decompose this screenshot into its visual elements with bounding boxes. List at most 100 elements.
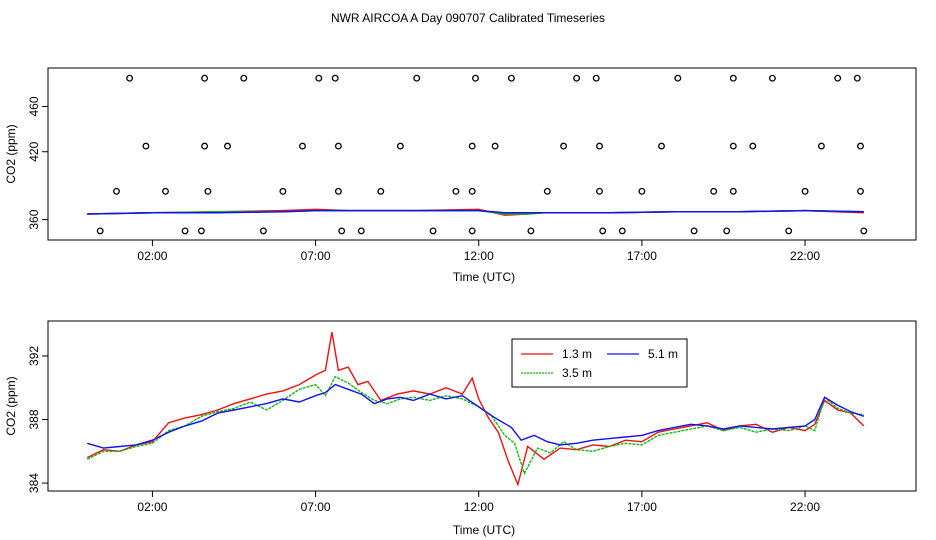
- x-axis-label-top: Time (UTC): [453, 270, 515, 284]
- scatter-point: [201, 74, 209, 82]
- scatter-point: [853, 74, 861, 82]
- series-line-bottom-5-1-m: [87, 383, 865, 449]
- x-tick-label: 12:00: [464, 500, 494, 514]
- series-layer-top: [87, 208, 864, 216]
- scatter-point: [468, 227, 476, 235]
- series-line-bottom-1-3-m: [86, 331, 865, 487]
- x-tick-label: 02:00: [137, 500, 167, 514]
- x-tick-label: 02:00: [137, 249, 167, 263]
- scatter-point: [413, 74, 421, 82]
- x-axis-bottom: 02:00 07:00 12:00 17:00 22:00: [137, 491, 820, 514]
- plot-frame-top: [47, 67, 917, 241]
- legend-label-1-3m: 1.3 m: [562, 347, 592, 361]
- scatter-point: [240, 74, 248, 82]
- scatter-point: [126, 74, 134, 82]
- scatter-point: [573, 74, 581, 82]
- y-tick-label: 388: [27, 409, 41, 429]
- scatter-point: [768, 74, 776, 82]
- scatter-point: [334, 187, 342, 195]
- scatter-point: [723, 227, 731, 235]
- y-axis-top: 360 420 460: [27, 96, 48, 230]
- scatter-point: [204, 187, 212, 195]
- x-tick-label: 22:00: [790, 500, 820, 514]
- scatter-point: [96, 227, 104, 235]
- scatter-point: [834, 74, 842, 82]
- scatter-point: [710, 187, 718, 195]
- scatter-point: [472, 74, 479, 82]
- x-tick-label: 17:00: [627, 500, 657, 514]
- scatter-point: [491, 142, 499, 150]
- scatter-point: [690, 227, 698, 235]
- scatter-point: [543, 187, 551, 195]
- y-axis-label-bottom: CO2 (ppm): [4, 376, 18, 435]
- scatter-point: [560, 142, 568, 150]
- scatter-point: [331, 74, 339, 82]
- legend-box: [511, 338, 688, 388]
- legend: 1.3 m 3.5 m 5.1 m: [511, 338, 688, 388]
- scatter-point: [860, 227, 868, 235]
- scatter-point: [507, 74, 515, 82]
- scatter-layer-top: [96, 74, 868, 235]
- x-tick-label: 07:00: [301, 500, 331, 514]
- scatter-point: [674, 74, 682, 82]
- panel-top: 02:00 07:00 12:00 17:00 22:00 360 420 460 Time…: [4, 67, 917, 284]
- scatter-point: [396, 142, 404, 150]
- scatter-point: [857, 187, 864, 195]
- scatter-point: [181, 227, 189, 235]
- scatter-point: [857, 142, 864, 150]
- scatter-point: [729, 187, 737, 195]
- scatter-point: [113, 187, 120, 195]
- x-tick-label: 12:00: [464, 249, 494, 263]
- x-axis-label-bottom: Time (UTC): [453, 523, 515, 537]
- chart-title: NWR AIRCOA A Day 090707 Calibrated Times…: [331, 11, 605, 25]
- y-axis-label-top: CO2 (ppm): [4, 124, 18, 183]
- scatter-point: [197, 227, 205, 235]
- series-layer-bottom: [86, 331, 865, 487]
- y-tick-label: 392: [27, 346, 41, 366]
- scatter-point: [592, 74, 600, 82]
- y-axis-bottom: 384 388 392: [27, 346, 48, 493]
- scatter-point: [729, 74, 737, 82]
- scatter-point: [618, 227, 626, 235]
- scatter-point: [817, 142, 825, 150]
- scatter-point: [749, 142, 757, 150]
- scatter-point: [315, 74, 323, 82]
- scatter-point: [658, 142, 665, 150]
- scatter-point: [201, 142, 209, 150]
- scatter-point: [468, 142, 476, 150]
- scatter-point: [527, 227, 535, 235]
- scatter-point: [599, 227, 607, 235]
- x-axis-top: 02:00 07:00 12:00 17:00 22:00: [137, 240, 820, 263]
- y-tick-label: 360: [27, 209, 41, 229]
- scatter-point: [299, 142, 306, 150]
- panel-bottom: 02:00 07:00 12:00 17:00 22:00 384 388 392 Time…: [4, 320, 917, 537]
- scatter-point: [334, 142, 342, 150]
- x-tick-label: 17:00: [627, 249, 657, 263]
- y-tick-label: 384: [27, 473, 41, 493]
- y-tick-label: 460: [27, 96, 41, 116]
- scatter-point: [638, 187, 646, 195]
- scatter-point: [429, 227, 437, 235]
- scatter-point: [468, 187, 476, 195]
- legend-label-3-5m: 3.5 m: [562, 366, 592, 380]
- scatter-point: [596, 142, 603, 150]
- scatter-point: [279, 187, 287, 195]
- scatter-point: [338, 227, 346, 235]
- scatter-point: [142, 142, 150, 150]
- scatter-point: [377, 187, 385, 195]
- plot-frame-bottom: [47, 320, 917, 492]
- x-tick-label: 07:00: [301, 249, 331, 263]
- scatter-point: [224, 142, 231, 150]
- scatter-point: [162, 187, 169, 195]
- scatter-point: [452, 187, 460, 195]
- series-line-top-5-1-m: [87, 209, 864, 215]
- legend-label-5-1m: 5.1 m: [648, 347, 678, 361]
- scatter-point: [729, 142, 737, 150]
- y-tick-label: 420: [27, 141, 41, 161]
- scatter-point: [259, 227, 267, 235]
- scatter-point: [785, 227, 793, 235]
- scatter-point: [596, 187, 603, 195]
- x-tick-label: 22:00: [790, 249, 820, 263]
- scatter-point: [801, 187, 809, 195]
